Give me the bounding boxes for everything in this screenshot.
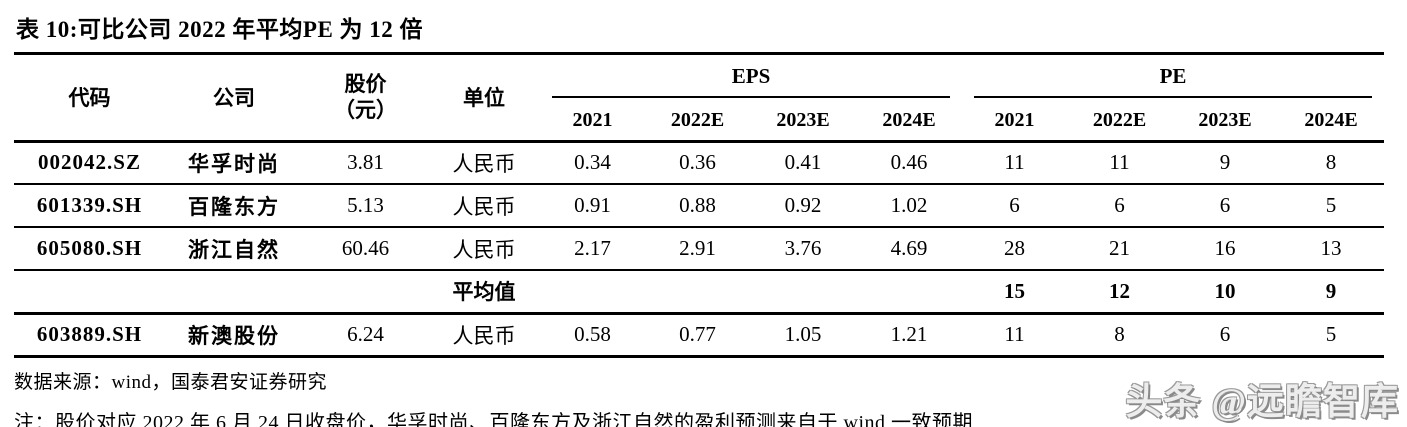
pe-year-2024e: 2024E: [1278, 101, 1385, 143]
cell-code: 002042.SZ: [14, 141, 165, 185]
cell-eps-2023e: 0.41: [750, 141, 856, 185]
watermark-text: 头条 @远瞻智库: [1125, 382, 1399, 423]
col-group-pe: PE: [962, 55, 1384, 101]
cell-company: 百隆东方: [165, 184, 303, 228]
cell-code: 603889.SH: [14, 313, 165, 358]
cell-pe-2021: 11: [962, 313, 1068, 358]
cell-code: [14, 270, 165, 315]
cell-pe-2024e: 13: [1278, 227, 1385, 271]
eps-group-label: EPS: [552, 58, 951, 98]
average-label: 平均值: [428, 270, 540, 315]
col-header-company: 公司: [165, 55, 303, 143]
cell-eps-2022e: 2.91: [645, 227, 750, 271]
pe-group-label: PE: [974, 58, 1373, 98]
cell-price: 5.13: [303, 184, 428, 228]
cell-pe-2023e: 6: [1172, 313, 1279, 358]
eps-year-2021: 2021: [540, 101, 645, 143]
cell-price: 6.24: [303, 313, 428, 358]
cell-eps-2024e: 1.02: [856, 184, 963, 228]
table-row-huafu: 002042.SZ 华孚时尚 3.81 人民币 0.34 0.36 0.41 0…: [14, 141, 1385, 185]
cell-pe-2024e: 5: [1278, 184, 1385, 228]
data-source-note: 数据来源：wind，国泰君安证券研究: [14, 371, 328, 393]
cell-eps-2021: 0.91: [540, 184, 645, 228]
eps-year-2024e: 2024E: [856, 101, 963, 143]
cell-eps-2022e: 0.88: [645, 184, 750, 228]
group-header-row: 代码 公司 股价 （元） 单位 EPS PE: [14, 55, 1384, 143]
eps-year-2022e: 2022E: [645, 101, 750, 143]
cell-pe-2021: 15: [962, 270, 1068, 315]
cell-pe-2021: 28: [962, 227, 1068, 271]
cell-pe-2022e: 8: [1067, 313, 1173, 358]
cell-eps-2021: 0.58: [540, 313, 645, 358]
price-header-line1: 股价: [344, 72, 387, 96]
cell-code: 601339.SH: [14, 184, 165, 228]
pe-year-2023e: 2023E: [1172, 101, 1279, 143]
cell-pe-2023e: 6: [1172, 184, 1279, 228]
cell-pe-2022e: 21: [1067, 227, 1173, 271]
cell-eps-2023e: [750, 270, 856, 315]
pe-year-2022e: 2022E: [1067, 101, 1173, 143]
cell-eps-2021: [540, 270, 645, 315]
cell-company: 新澳股份: [165, 313, 303, 358]
table-row-zhejiang: 605080.SH 浙江自然 60.46 人民币 2.17 2.91 3.76 …: [14, 227, 1385, 271]
cell-price: 3.81: [303, 141, 428, 185]
cell-pe-2021: 11: [962, 141, 1068, 185]
cell-unit: 人民币: [428, 184, 540, 228]
cell-pe-2023e: 10: [1172, 270, 1279, 315]
table-title: 表 10:可比公司 2022 年平均PE 为 12 倍: [14, 6, 1384, 55]
cell-unit: 人民币: [428, 313, 540, 358]
col-header-code: 代码: [14, 55, 165, 143]
eps-year-2023e: 2023E: [750, 101, 856, 143]
cell-eps-2023e: 0.92: [750, 184, 856, 228]
cell-unit: 人民币: [428, 227, 540, 271]
cell-eps-2024e: 0.46: [856, 141, 963, 185]
cell-eps-2023e: 1.05: [750, 313, 856, 358]
cell-eps-2021: 2.17: [540, 227, 645, 271]
table-row-bailong: 601339.SH 百隆东方 5.13 人民币 0.91 0.88 0.92 1…: [14, 184, 1385, 228]
col-header-unit: 单位: [428, 55, 540, 143]
cell-eps-2024e: 1.21: [856, 313, 963, 358]
cell-company: 浙江自然: [165, 227, 303, 271]
pe-year-2021: 2021: [962, 101, 1068, 143]
cell-eps-2023e: 3.76: [750, 227, 856, 271]
cell-unit: 人民币: [428, 141, 540, 185]
cell-eps-2021: 0.34: [540, 141, 645, 185]
cell-eps-2022e: 0.36: [645, 141, 750, 185]
year-header-row: 2021 2022E 2023E 2024E 2021 2022E 2023E …: [14, 101, 1385, 143]
cell-pe-2022e: 11: [1067, 141, 1173, 185]
cell-eps-2022e: [645, 270, 750, 315]
cell-company: [165, 270, 303, 315]
cell-code: 605080.SH: [14, 227, 165, 271]
cell-eps-2022e: 0.77: [645, 313, 750, 358]
cell-eps-2024e: [856, 270, 963, 315]
cell-company: 华孚时尚: [165, 141, 303, 185]
cell-pe-2022e: 6: [1067, 184, 1173, 228]
col-header-price: 股价 （元）: [303, 55, 428, 143]
cell-pe-2023e: 16: [1172, 227, 1279, 271]
cell-price: [303, 270, 428, 315]
cell-pe-2024e: 9: [1278, 270, 1385, 315]
price-header-line2: （元）: [334, 98, 397, 123]
table-row-xinao: 603889.SH 新澳股份 6.24 人民币 0.58 0.77 1.05 1…: [14, 313, 1385, 358]
cell-pe-2024e: 8: [1278, 141, 1385, 185]
cell-pe-2024e: 5: [1278, 313, 1385, 358]
cell-price: 60.46: [303, 227, 428, 271]
table-row-average: 平均值 15 12 10 9: [14, 270, 1385, 315]
col-group-eps: EPS: [540, 55, 962, 101]
cell-eps-2024e: 4.69: [856, 227, 963, 271]
cell-pe-2021: 6: [962, 184, 1068, 228]
table-header: 代码 公司 股价 （元） 单位 EPS PE 2021 2022E 2023E …: [14, 55, 1385, 143]
footnote: 注：股价对应 2022 年 6 月 24 日收盘价，华孚时尚、百隆东方及浙江自然…: [14, 411, 973, 427]
cell-pe-2023e: 9: [1172, 141, 1279, 185]
cell-pe-2022e: 12: [1067, 270, 1173, 315]
comparable-companies-table: 代码 公司 股价 （元） 单位 EPS PE 2021 2022E 2023E …: [14, 55, 1385, 358]
